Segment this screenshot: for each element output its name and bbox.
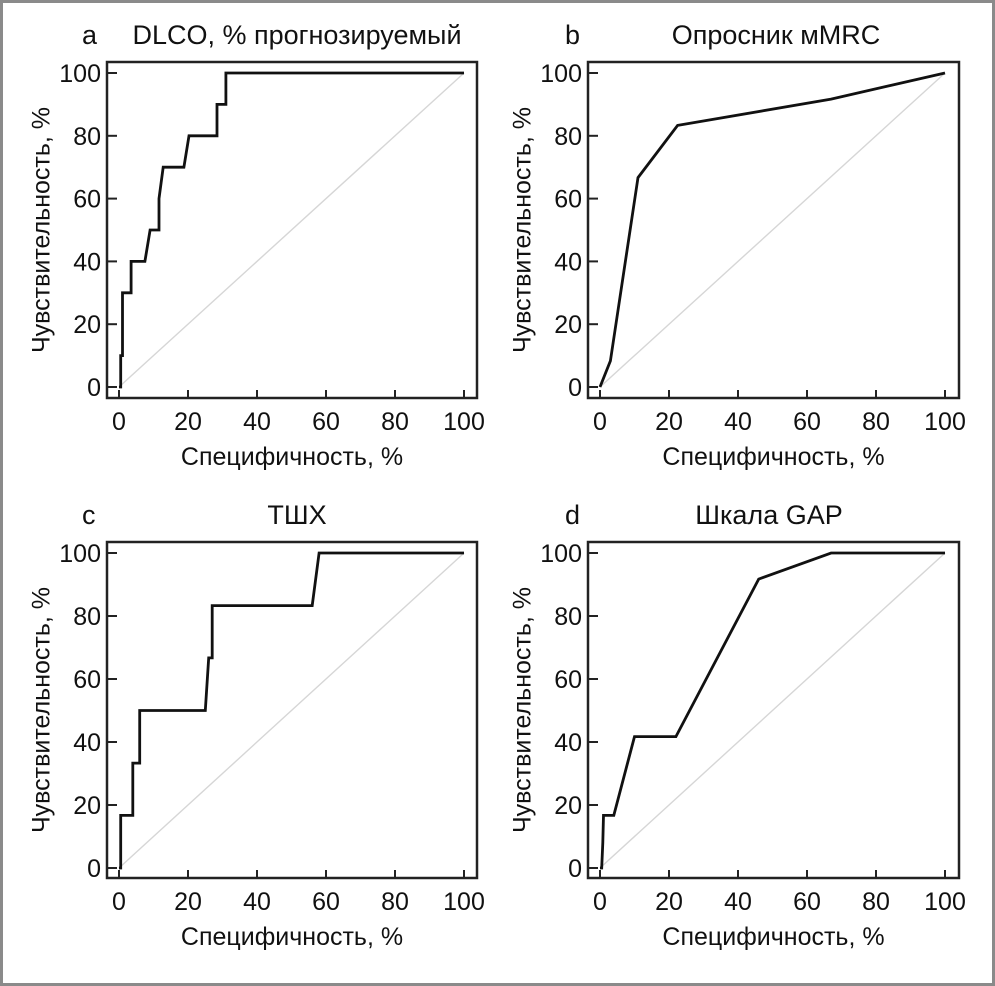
panel-d: d Шкала GAP Специфичность, % Чувствитель… — [509, 500, 966, 951]
x-tick-label: 100 — [443, 408, 485, 436]
panel-title: Опросник мMRC — [672, 20, 881, 50]
reference-diagonal — [118, 552, 465, 869]
x-tick-label: 0 — [112, 888, 126, 916]
x-tick-label: 80 — [381, 888, 409, 916]
panel-title: DLCO, % прогнозируемый — [132, 20, 461, 50]
x-axis-title: Специфичность, % — [181, 443, 403, 471]
panel-b: b Опросник мMRC Специфичность, % Чувстви… — [509, 20, 966, 471]
reference-diagonal — [599, 552, 946, 869]
roc-curve — [119, 71, 464, 389]
x-tick-label: 60 — [312, 888, 340, 916]
y-tick-label: 80 — [554, 123, 582, 151]
x-tick-label: 0 — [593, 408, 607, 436]
roc-curve — [600, 551, 945, 870]
plot-frame — [586, 540, 961, 880]
x-tick-label: 80 — [862, 888, 890, 916]
x-tick-label: 100 — [443, 888, 485, 916]
reference-diagonal — [118, 72, 465, 388]
x-axis-title: Специфичность, % — [662, 443, 884, 471]
y-tick-label: 80 — [554, 603, 582, 631]
plot-frame — [105, 60, 479, 400]
x-tick-label: 60 — [793, 408, 821, 436]
plot-frame — [586, 60, 961, 400]
roc-curve — [119, 551, 464, 870]
x-tick-label: 0 — [112, 408, 126, 436]
panel-title: Шкала GAP — [695, 500, 842, 530]
y-tick-label: 80 — [73, 123, 101, 151]
x-tick-label: 40 — [724, 888, 752, 916]
y-tick-label: 0 — [568, 374, 582, 402]
y-tick-label: 20 — [73, 792, 101, 820]
y-tick-label: 40 — [554, 248, 582, 276]
x-tick-label: 100 — [924, 888, 966, 916]
x-tick-label: 40 — [243, 888, 271, 916]
panel-c: c ТШХ Специфичность, % Чувствительность,… — [28, 500, 485, 951]
x-tick-label: 40 — [243, 408, 271, 436]
y-tick-label: 40 — [73, 729, 101, 757]
y-tick-label: 60 — [554, 666, 582, 694]
y-tick-label: 100 — [59, 540, 101, 568]
x-tick-label: 20 — [174, 408, 202, 436]
x-tick-label: 20 — [174, 888, 202, 916]
panel-letter: b — [565, 20, 580, 50]
x-tick-label: 20 — [655, 888, 683, 916]
y-tick-label: 100 — [59, 60, 101, 88]
x-tick-label: 0 — [593, 888, 607, 916]
y-axis-title: Чувствительность, % — [28, 107, 56, 353]
y-tick-label: 0 — [568, 855, 582, 883]
panel-letter: a — [82, 20, 98, 50]
x-axis-title: Специфичность, % — [181, 923, 403, 951]
panel-letter: d — [565, 500, 580, 530]
x-tick-label: 60 — [312, 408, 340, 436]
y-tick-label: 60 — [73, 666, 101, 694]
y-tick-label: 80 — [73, 603, 101, 631]
y-tick-label: 40 — [554, 729, 582, 757]
x-tick-label: 20 — [655, 408, 683, 436]
y-tick-label: 60 — [554, 186, 582, 214]
reference-diagonal — [599, 72, 946, 388]
x-tick-label: 40 — [724, 408, 752, 436]
y-tick-label: 60 — [73, 186, 101, 214]
y-axis-title: Чувствительность, % — [28, 587, 56, 833]
x-tick-label: 60 — [793, 888, 821, 916]
y-tick-label: 20 — [554, 311, 582, 339]
x-axis-title: Специфичность, % — [662, 923, 884, 951]
panel-letter: c — [82, 500, 96, 530]
panel-title: ТШХ — [267, 500, 326, 530]
y-tick-label: 20 — [73, 311, 101, 339]
plot-frame — [105, 540, 479, 880]
x-tick-label: 80 — [381, 408, 409, 436]
x-tick-label: 80 — [862, 408, 890, 436]
y-tick-label: 20 — [554, 792, 582, 820]
y-tick-label: 0 — [87, 855, 101, 883]
y-axis-title: Чувствительность, % — [509, 107, 537, 353]
x-tick-label: 100 — [924, 408, 966, 436]
y-tick-label: 0 — [87, 374, 101, 402]
panel-a: a DLCO, % прогнозируемый Специфичность, … — [28, 20, 485, 471]
y-axis-title: Чувствительность, % — [509, 587, 537, 833]
y-tick-label: 100 — [540, 60, 582, 88]
y-tick-label: 40 — [73, 248, 101, 276]
y-tick-label: 100 — [540, 540, 582, 568]
roc-curve — [598, 71, 946, 388]
